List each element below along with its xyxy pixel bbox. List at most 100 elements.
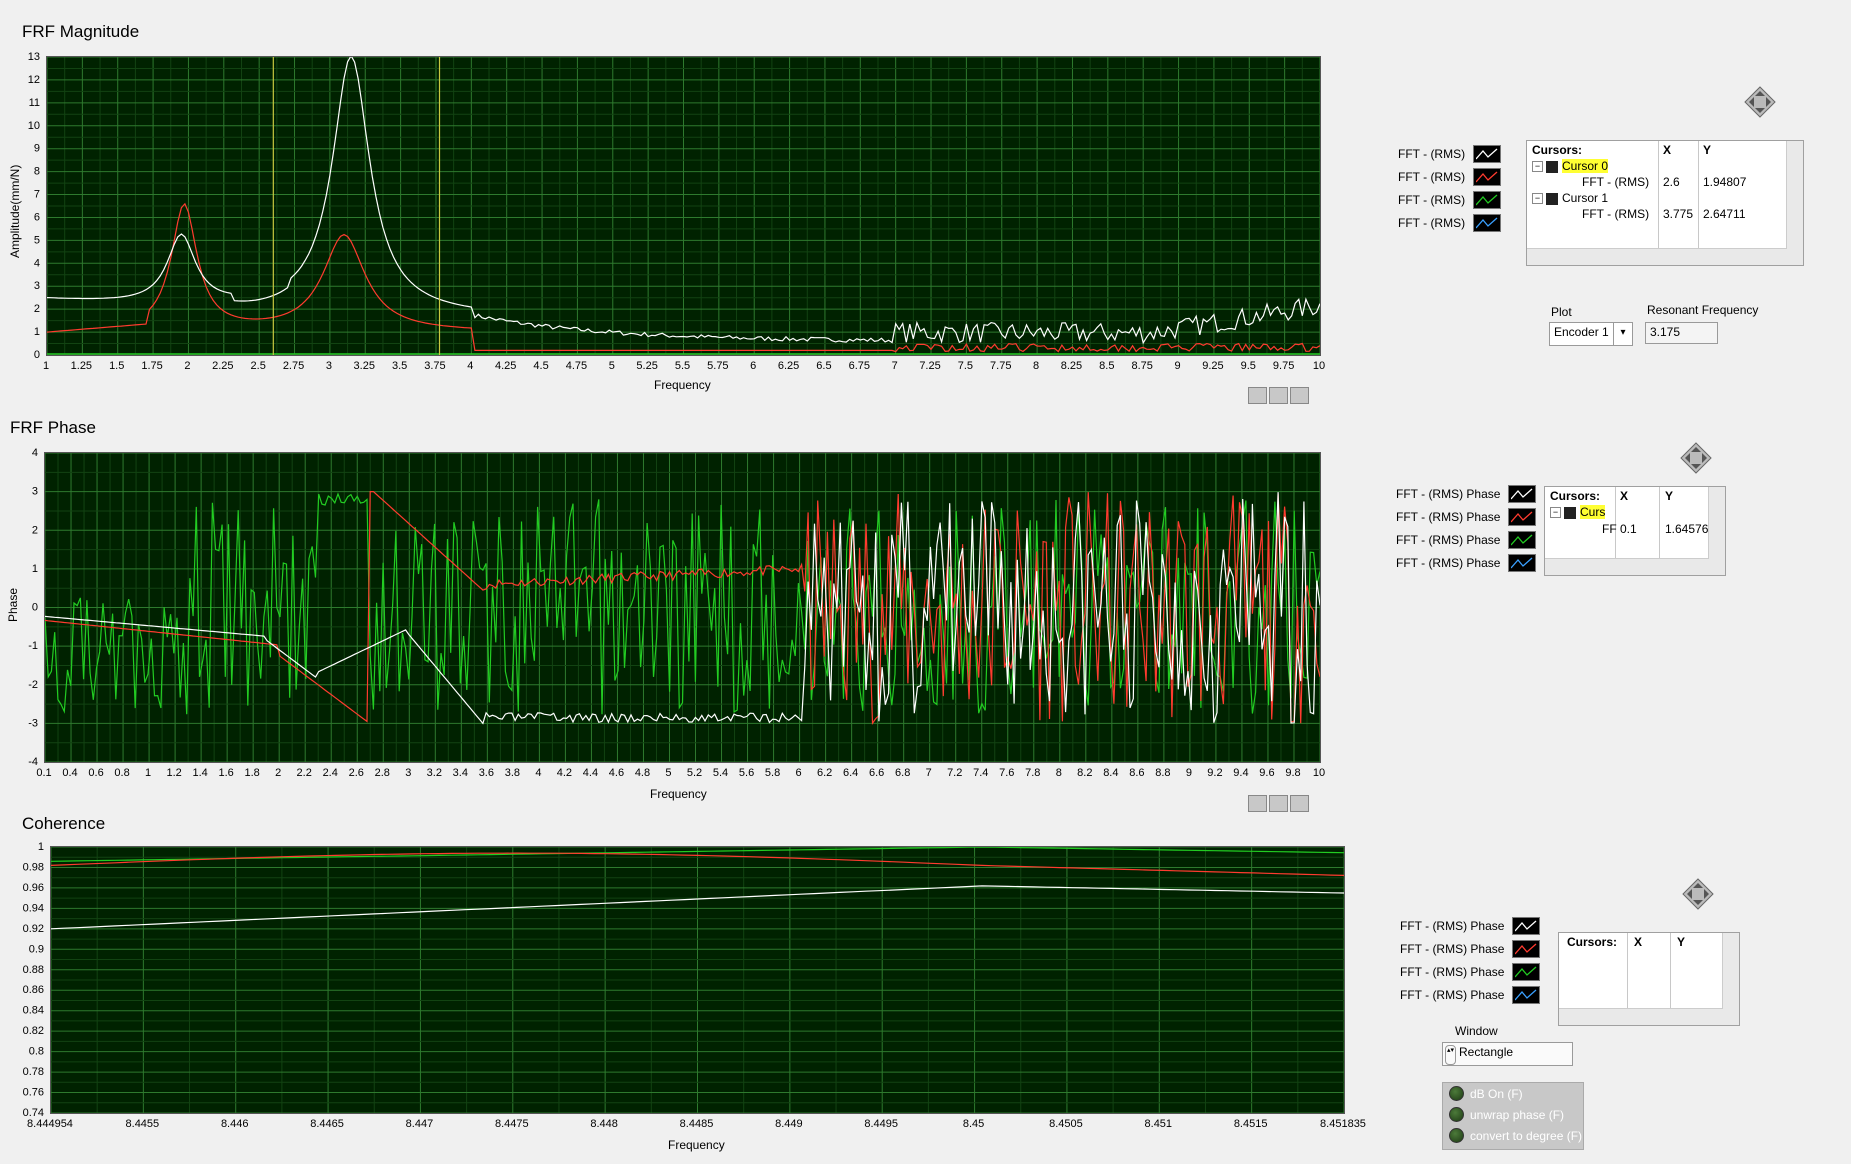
phase-cursor-legend[interactable]: Cursors: X Y − Curs FF 0.1 1.64576 xyxy=(1544,486,1726,576)
led-icon[interactable] xyxy=(1449,1107,1464,1122)
magnitude-legend: FFT - (RMS) FFT - (RMS) FFT - (RMS) FFT … xyxy=(1398,142,1502,234)
legend-label: FFT - (RMS) Phase xyxy=(1396,555,1501,570)
ring-increment-decrement-icon[interactable]: ▴▾ xyxy=(1445,1045,1456,1065)
cursor-move-tool-icon[interactable] xyxy=(1248,387,1267,404)
cursor-icon xyxy=(1546,192,1558,205)
phase-y-axis: -4 -3 -2 -1 0 1 2 3 4 xyxy=(28,447,38,768)
x-tick-label: 0.4 xyxy=(62,767,77,779)
x-tick-label: 9 xyxy=(1174,360,1180,372)
coherence-cursor-legend[interactable]: Cursors: X Y xyxy=(1558,932,1740,1026)
vertical-scrollbar[interactable] xyxy=(1708,487,1725,575)
pan-hand-tool-icon[interactable] xyxy=(1290,387,1309,404)
coherence-xlabel: Frequency xyxy=(668,1138,725,1152)
vertical-scrollbar[interactable] xyxy=(1786,141,1803,265)
legend-item[interactable]: FFT - (RMS) Phase xyxy=(1400,914,1541,937)
x-tick-label: 3.2 xyxy=(427,767,442,779)
x-tick-label: 6.2 xyxy=(817,767,832,779)
unwrap-phase-toggle[interactable]: unwrap phase (F) xyxy=(1443,1104,1583,1125)
convert-to-degree-toggle[interactable]: convert to degree (F) xyxy=(1443,1125,1583,1146)
x-tick-label: 0.6 xyxy=(88,767,103,779)
y-tick-label: 0.8 xyxy=(29,1046,44,1058)
legend-item[interactable]: FFT - (RMS) Phase xyxy=(1400,960,1541,983)
window-ring-control[interactable]: ▴▾ Rectangle xyxy=(1442,1042,1573,1066)
led-icon[interactable] xyxy=(1449,1128,1464,1143)
legend-item[interactable]: FFT - (RMS) Phase xyxy=(1400,937,1541,960)
legend-swatch xyxy=(1508,553,1537,572)
y-tick-label: 1 xyxy=(38,841,44,853)
cursor-name: Curs xyxy=(1580,505,1606,519)
legend-item[interactable]: FFT - (RMS) Phase xyxy=(1396,505,1537,528)
x-tick-label: 9.25 xyxy=(1202,360,1223,372)
magnitude-title: FRF Magnitude xyxy=(22,22,140,41)
legend-item[interactable]: FFT - (RMS) Phase xyxy=(1396,528,1537,551)
coherence-plot-area[interactable] xyxy=(50,846,1345,1114)
x-tick-label: 3.8 xyxy=(505,767,520,779)
cursor-x-value: 0.1 xyxy=(1620,522,1637,536)
phase-plot-area[interactable] xyxy=(44,452,1321,763)
cursor-row[interactable]: − Cursor 1 xyxy=(1532,191,1608,205)
legend-item[interactable]: FFT - (RMS) xyxy=(1398,188,1502,211)
y-tick-label: -2 xyxy=(28,679,38,691)
cursor-move-tool-icon[interactable] xyxy=(1248,795,1267,812)
cursor-row[interactable]: − Cursor 0 xyxy=(1532,159,1609,173)
horizontal-scrollbar[interactable] xyxy=(1559,1008,1723,1025)
x-tick-label: 8.447 xyxy=(406,1118,434,1130)
legend-swatch xyxy=(1508,507,1537,526)
phase-series-white xyxy=(45,492,1320,725)
x-tick-label: 6.4 xyxy=(843,767,858,779)
x-tick-label: 4.5 xyxy=(533,360,548,372)
x-tick-label: 6.8 xyxy=(895,767,910,779)
x-tick-label: 1.4 xyxy=(192,767,207,779)
x-tick-label: 8.4515 xyxy=(1234,1118,1268,1130)
y-tick-label: 0.74 xyxy=(23,1107,44,1119)
legend-item[interactable]: FFT - (RMS) Phase xyxy=(1396,482,1537,505)
cursor-name: Cursor 0 xyxy=(1562,159,1609,173)
x-tick-label: 9.5 xyxy=(1241,360,1256,372)
x-tick-label: 2.2 xyxy=(297,767,312,779)
cursor-mover-diamond-icon[interactable] xyxy=(1744,86,1776,118)
zoom-tool-icon[interactable] xyxy=(1269,795,1288,812)
cursor-x-value: 3.775 xyxy=(1663,207,1694,221)
legend-label: FFT - (RMS) Phase xyxy=(1400,987,1505,1002)
x-tick-label: 8.25 xyxy=(1061,360,1082,372)
vertical-scrollbar[interactable] xyxy=(1722,933,1739,1025)
legend-item[interactable]: FFT - (RMS) xyxy=(1398,165,1502,188)
x-tick-label: 5.6 xyxy=(739,767,754,779)
x-tick-label: 2 xyxy=(275,767,281,779)
x-tick-label: 8.4 xyxy=(1103,767,1118,779)
x-tick-label: 4.4 xyxy=(583,767,598,779)
magnitude-plot-area[interactable] xyxy=(46,56,1321,356)
legend-item[interactable]: FFT - (RMS) xyxy=(1398,211,1502,234)
cursor-x-header: X xyxy=(1663,143,1672,157)
pan-hand-tool-icon[interactable] xyxy=(1290,795,1309,812)
x-tick-label: 10 xyxy=(1313,360,1325,372)
db-on-toggle[interactable]: dB On (F) xyxy=(1443,1083,1583,1104)
horizontal-scrollbar[interactable] xyxy=(1545,558,1709,575)
x-tick-label: 10 xyxy=(1313,767,1325,779)
legend-item[interactable]: FFT - (RMS) Phase xyxy=(1400,983,1541,1006)
phase-series-green xyxy=(45,492,1320,715)
led-icon[interactable] xyxy=(1449,1086,1464,1101)
x-tick-label: 4.25 xyxy=(495,360,516,372)
cursor-mover-diamond-icon[interactable] xyxy=(1680,442,1712,474)
x-tick-label: 4.8 xyxy=(635,767,650,779)
x-tick-label: 8.75 xyxy=(1131,360,1152,372)
legend-swatch xyxy=(1512,985,1541,1004)
cursor-row[interactable]: − Curs xyxy=(1550,505,1606,519)
x-tick-label: 8 xyxy=(1056,767,1062,779)
x-tick-label: 7 xyxy=(892,360,898,372)
plot-select[interactable]: Encoder 1 ▾ xyxy=(1549,322,1633,346)
cursor-mover-diamond-icon[interactable] xyxy=(1682,878,1714,910)
legend-item[interactable]: FFT - (RMS) Phase xyxy=(1396,551,1537,574)
y-tick-label: 0 xyxy=(34,349,40,361)
magnitude-cursor-legend[interactable]: Cursors: X Y − Cursor 0 FFT - (RMS) 2.6 1… xyxy=(1526,140,1804,266)
options-cluster: dB On (F) unwrap phase (F) convert to de… xyxy=(1442,1082,1584,1150)
zoom-tool-icon[interactable] xyxy=(1269,387,1288,404)
x-tick-label: 6.75 xyxy=(849,360,870,372)
legend-item[interactable]: FFT - (RMS) xyxy=(1398,142,1502,165)
cursor-plot-name: FF xyxy=(1602,522,1617,536)
chevron-down-icon[interactable]: ▾ xyxy=(1613,323,1632,345)
horizontal-scrollbar[interactable] xyxy=(1527,248,1787,265)
x-tick-label: 1.2 xyxy=(166,767,181,779)
x-tick-label: 7.5 xyxy=(958,360,973,372)
